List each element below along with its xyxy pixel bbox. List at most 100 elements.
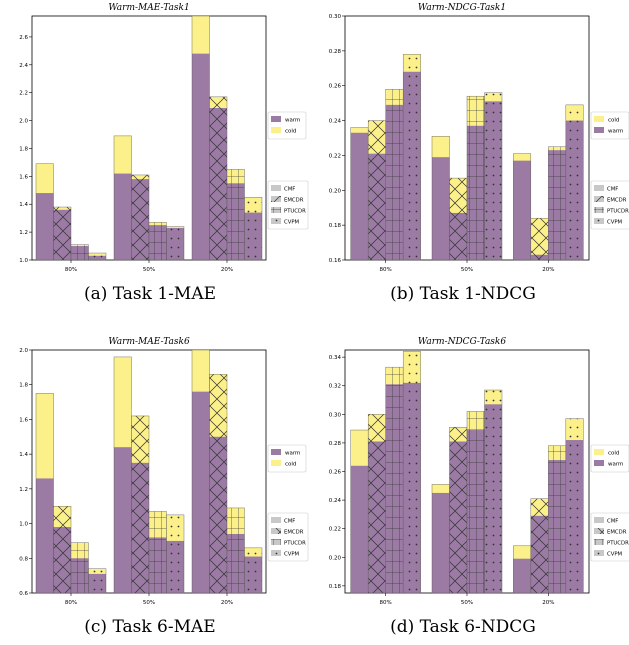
y-tick-label: 0.26 [329, 470, 342, 476]
bar-warm [36, 193, 54, 260]
y-tick-label: 1.2 [19, 230, 28, 236]
bar-hatch [548, 445, 566, 593]
y-tick-label: 2.0 [19, 348, 28, 354]
legend-label-emcdr: EMCDR [284, 198, 304, 204]
x-tick-label: 20% [221, 600, 233, 606]
y-tick-label: 0.22 [329, 527, 341, 533]
bar-warm [114, 447, 132, 593]
bar-outline [244, 547, 263, 594]
y-tick-label: 0.24 [329, 119, 342, 125]
x-tick-label: 20% [542, 267, 554, 273]
y-tick-label: 2.0 [19, 119, 28, 125]
bar-hatch [368, 414, 386, 593]
y-tick-label: 1.6 [19, 417, 28, 423]
bar-outline [70, 244, 89, 261]
x-tick-label: 50% [143, 600, 155, 606]
bar-hatch [227, 507, 245, 593]
bar-hatch [166, 514, 184, 593]
y-tick-label: 1.4 [19, 452, 28, 458]
legend-label-cmf: CMF [607, 187, 618, 193]
bar-hatch [53, 506, 71, 593]
y-tick-label: 2.6 [19, 35, 28, 41]
legend-swatch-warm [271, 449, 281, 455]
legend-swatch-warm [271, 116, 281, 122]
y-tick-label: 2.2 [19, 91, 28, 97]
legend-swatch-cold [594, 116, 604, 122]
bar-hatch [227, 169, 245, 260]
bar-hatch [403, 54, 421, 260]
bar-hatch [530, 498, 549, 593]
legend-label-cvpm: CVPM [284, 220, 300, 226]
y-tick-label: 0.30 [329, 412, 342, 418]
bar-outline [88, 568, 107, 594]
panel-title-b: Warm-NDCG-Task1 [417, 3, 507, 13]
chart-panel-2: 0.6 0.8 1.0 1.2 1.4 1.6 1.8 2.0 80% 50% 20% warm col… [19, 348, 309, 606]
y-tick-label: 1.4 [19, 202, 28, 208]
bar-warm [114, 173, 132, 260]
x-tick-label: 80% [65, 600, 77, 606]
y-tick-label: 0.18 [329, 584, 342, 590]
y-tick-label: 1.8 [19, 146, 28, 152]
bar-warm [36, 478, 54, 593]
legend-hatch-emcdr [271, 528, 281, 534]
bar-hatch [530, 218, 549, 260]
legend-colors: cold warm [590, 444, 629, 473]
y-tick-label: 0.20 [329, 188, 342, 194]
y-tick-label: 0.28 [329, 441, 342, 447]
x-tick-label: 50% [143, 267, 155, 273]
legend-label-cmf: CMF [284, 187, 295, 193]
caption-b: (b) Task 1-NDCG [390, 284, 536, 304]
bar-hatch [209, 96, 227, 261]
bar-hatch [244, 547, 262, 593]
y-tick-label: 0.6 [19, 591, 28, 597]
bar-hatch [71, 542, 89, 593]
legend-colors: warm cold [267, 444, 307, 473]
bar-hatch [467, 411, 485, 593]
bar-hatch [565, 104, 584, 260]
bar-hatch [131, 415, 149, 593]
legend-methods: CMF EMCDR PTUCDR CVPM [267, 512, 309, 562]
legend-label-cmf: CMF [284, 519, 295, 525]
bar-warm [192, 391, 210, 593]
y-tick-label: 1.0 [19, 258, 28, 264]
bar-warm [513, 558, 531, 593]
bar-hatch [565, 418, 584, 593]
y-tick-label: 0.28 [329, 49, 342, 55]
legend-swatch-warm [594, 460, 604, 466]
bar-outline [484, 389, 503, 594]
y-tick-label: 1.0 [19, 522, 28, 528]
legend-box [590, 512, 629, 562]
legend-hatch-cvpm [594, 218, 604, 224]
legend-hatch-emcdr [594, 528, 604, 534]
bar-warm [513, 160, 531, 260]
legend-label-emcdr: EMCDR [607, 530, 627, 536]
bar-hatch [484, 92, 502, 260]
bar-outline [565, 104, 584, 261]
y-tick-label: 0.34 [329, 355, 342, 361]
bar-hatch [149, 222, 167, 260]
bar-outline [484, 92, 503, 261]
bar-hatch [209, 374, 227, 593]
bar-warm [350, 465, 369, 593]
legend-hatch-ptucdr [594, 539, 604, 545]
y-tick-label: 0.8 [19, 556, 28, 562]
y-tick-label: 1.2 [19, 487, 28, 493]
legend-label-cold: cold [285, 462, 296, 468]
y-tick-label: 0.26 [329, 84, 342, 90]
y-tick-label: 0.16 [329, 258, 342, 264]
bar-hatch [548, 146, 566, 260]
legend-hatch-emcdr [271, 196, 281, 202]
legend-label-warm: warm [285, 118, 300, 124]
legend-swatch-cmf [594, 185, 604, 191]
bar-outline [244, 197, 263, 261]
bar-hatch [53, 207, 71, 260]
x-tick-label: 50% [461, 267, 473, 273]
x-tick-label: 20% [542, 600, 554, 606]
legend-label-cvpm: CVPM [607, 552, 623, 558]
legend-swatch-cmf [271, 185, 281, 191]
legend-label-ptucdr: PTUCDR [607, 209, 629, 215]
bar-hatch [368, 120, 386, 260]
y-tick-label: 0.24 [329, 498, 342, 504]
